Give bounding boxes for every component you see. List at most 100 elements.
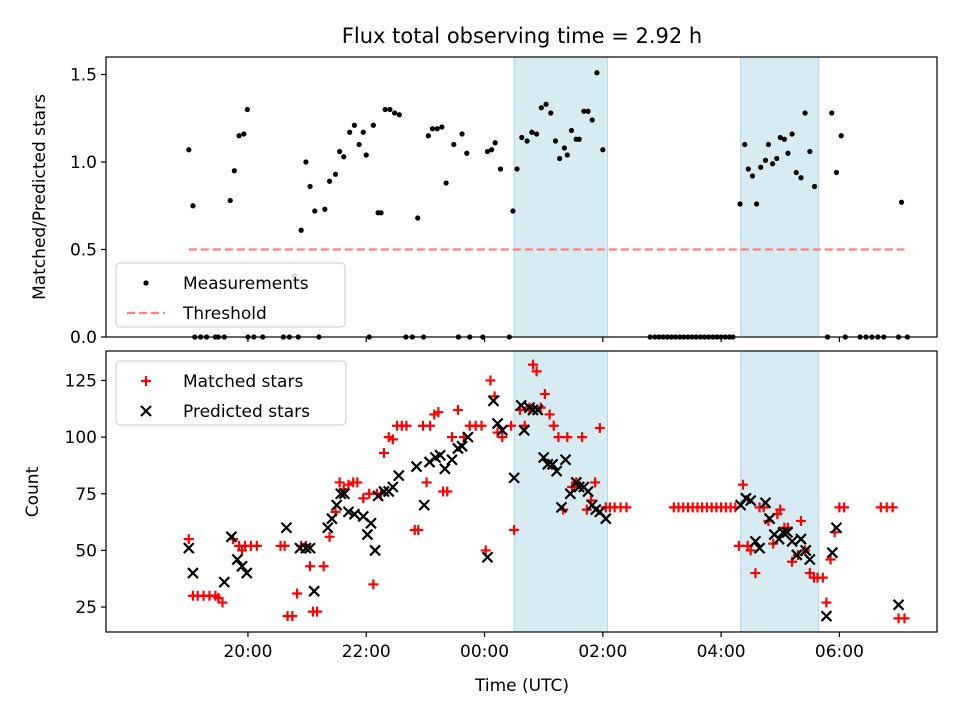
bottom-x-tick-label: 00:00 — [460, 642, 509, 662]
measurement-point — [552, 138, 559, 144]
legend-label: Matched stars — [183, 372, 303, 392]
matched-star-point — [825, 554, 836, 565]
bottom-x-tick-label: 04:00 — [697, 642, 746, 662]
predicted-star-point — [600, 512, 612, 525]
predicted-star-point — [508, 472, 520, 484]
matched-star-point — [413, 525, 424, 536]
measurement-point — [758, 164, 764, 170]
chart-title: Flux total observing time = 2.92 h — [342, 24, 702, 48]
predicted-star-point — [225, 531, 238, 543]
matched-star-point — [287, 611, 298, 622]
predicted-star-point — [777, 526, 789, 539]
measurement-point — [378, 210, 384, 216]
measurement-point — [489, 147, 495, 153]
measurement-point — [356, 141, 362, 148]
predicted-star-point — [759, 497, 772, 509]
predicted-star-point — [231, 553, 244, 566]
matched-star-point — [887, 502, 898, 513]
predicted-star-point — [753, 542, 766, 554]
measurement-point — [396, 112, 402, 118]
measurement-point — [451, 141, 457, 148]
predicted-star-point — [820, 610, 833, 622]
measurement-point — [514, 166, 520, 172]
matched-star-point — [279, 540, 290, 551]
predicted-star-point — [487, 395, 500, 407]
predicted-star-point — [326, 512, 338, 525]
measurement-point — [785, 150, 791, 156]
bottom-y-tick-label: 50 — [75, 541, 97, 561]
predicted-star-point — [795, 533, 807, 545]
predicted-star-point — [446, 453, 458, 466]
measurement-point — [898, 199, 905, 205]
bottom-y-tick-label: 125 — [65, 371, 97, 391]
predicted-star-point — [481, 551, 494, 563]
matched-star-point — [768, 538, 779, 549]
bottom-axes-frame — [105, 350, 938, 633]
top-y-tick-label: 1.5 — [70, 66, 97, 86]
predicted-star-point — [786, 535, 798, 548]
predicted-star-point — [744, 494, 757, 507]
predicted-star-point — [434, 449, 446, 462]
predicted-star-point — [183, 542, 195, 554]
measurement-point — [347, 129, 353, 135]
matched-star-point — [775, 504, 786, 515]
bottom-shaded-interval — [513, 350, 609, 633]
matched-star-point — [447, 432, 458, 443]
predicted-star-point — [781, 526, 794, 539]
matched-star-point — [387, 434, 398, 445]
measurement-point — [762, 157, 769, 163]
legend-label: Measurements — [183, 274, 309, 294]
measurement-point — [370, 122, 376, 128]
matched-star-point — [433, 407, 444, 418]
bottom-legend: Matched stars Predicted stars — [115, 360, 347, 426]
bottom-y-tick-label: 100 — [65, 428, 97, 448]
predicted-star-point — [300, 542, 312, 554]
predicted-star-point — [410, 460, 423, 473]
measurement-point — [387, 106, 393, 113]
measurement-point — [802, 110, 808, 116]
matched-star-point — [292, 588, 303, 599]
predicted-star-point — [236, 560, 248, 573]
measurement-point — [497, 166, 504, 172]
measurement-point — [538, 105, 544, 111]
matched-star-point — [531, 366, 542, 377]
measurement-point — [793, 169, 799, 176]
measurement-point — [429, 126, 436, 132]
bottom-x-tick-label: 02:00 — [578, 642, 627, 662]
bottom-legend-box — [115, 360, 347, 426]
top-legend-box — [115, 262, 346, 328]
measurement-point — [581, 108, 587, 114]
measurement-point — [529, 129, 535, 135]
matched-star-point — [378, 447, 389, 458]
measurement-point — [561, 145, 567, 151]
measurement-point — [548, 110, 554, 116]
measurement-point — [533, 131, 540, 137]
matched-star-point — [562, 432, 573, 443]
predicted-star-point — [187, 567, 199, 579]
predicted-star-point — [518, 424, 530, 437]
predicted-star-point — [546, 458, 559, 471]
measurement-point — [519, 134, 525, 141]
top-axes-frame — [105, 56, 938, 338]
measurement-point — [332, 171, 339, 177]
matched-star-point — [476, 420, 487, 431]
top-y-tick-label: 1.0 — [70, 153, 97, 173]
predicted-star-point — [573, 481, 585, 493]
predicted-star-point — [582, 485, 594, 498]
matched-star-point — [318, 561, 329, 572]
predicted-star-point — [462, 431, 474, 443]
matched-star-point — [899, 613, 910, 624]
matched-star-point — [485, 375, 496, 386]
legend-dot-marker — [143, 280, 149, 286]
measurement-point — [576, 136, 582, 142]
matched-star-point — [577, 432, 588, 443]
matched-star-point — [544, 409, 555, 420]
measurement-point — [190, 203, 196, 209]
predicted-star-point — [749, 535, 762, 548]
predicted-star-point — [491, 417, 504, 430]
predicted-star-point — [892, 599, 905, 611]
measurement-point — [594, 70, 600, 76]
matched-star-point — [539, 389, 550, 400]
predicted-star-point — [240, 567, 253, 579]
measurement-point — [781, 136, 788, 142]
